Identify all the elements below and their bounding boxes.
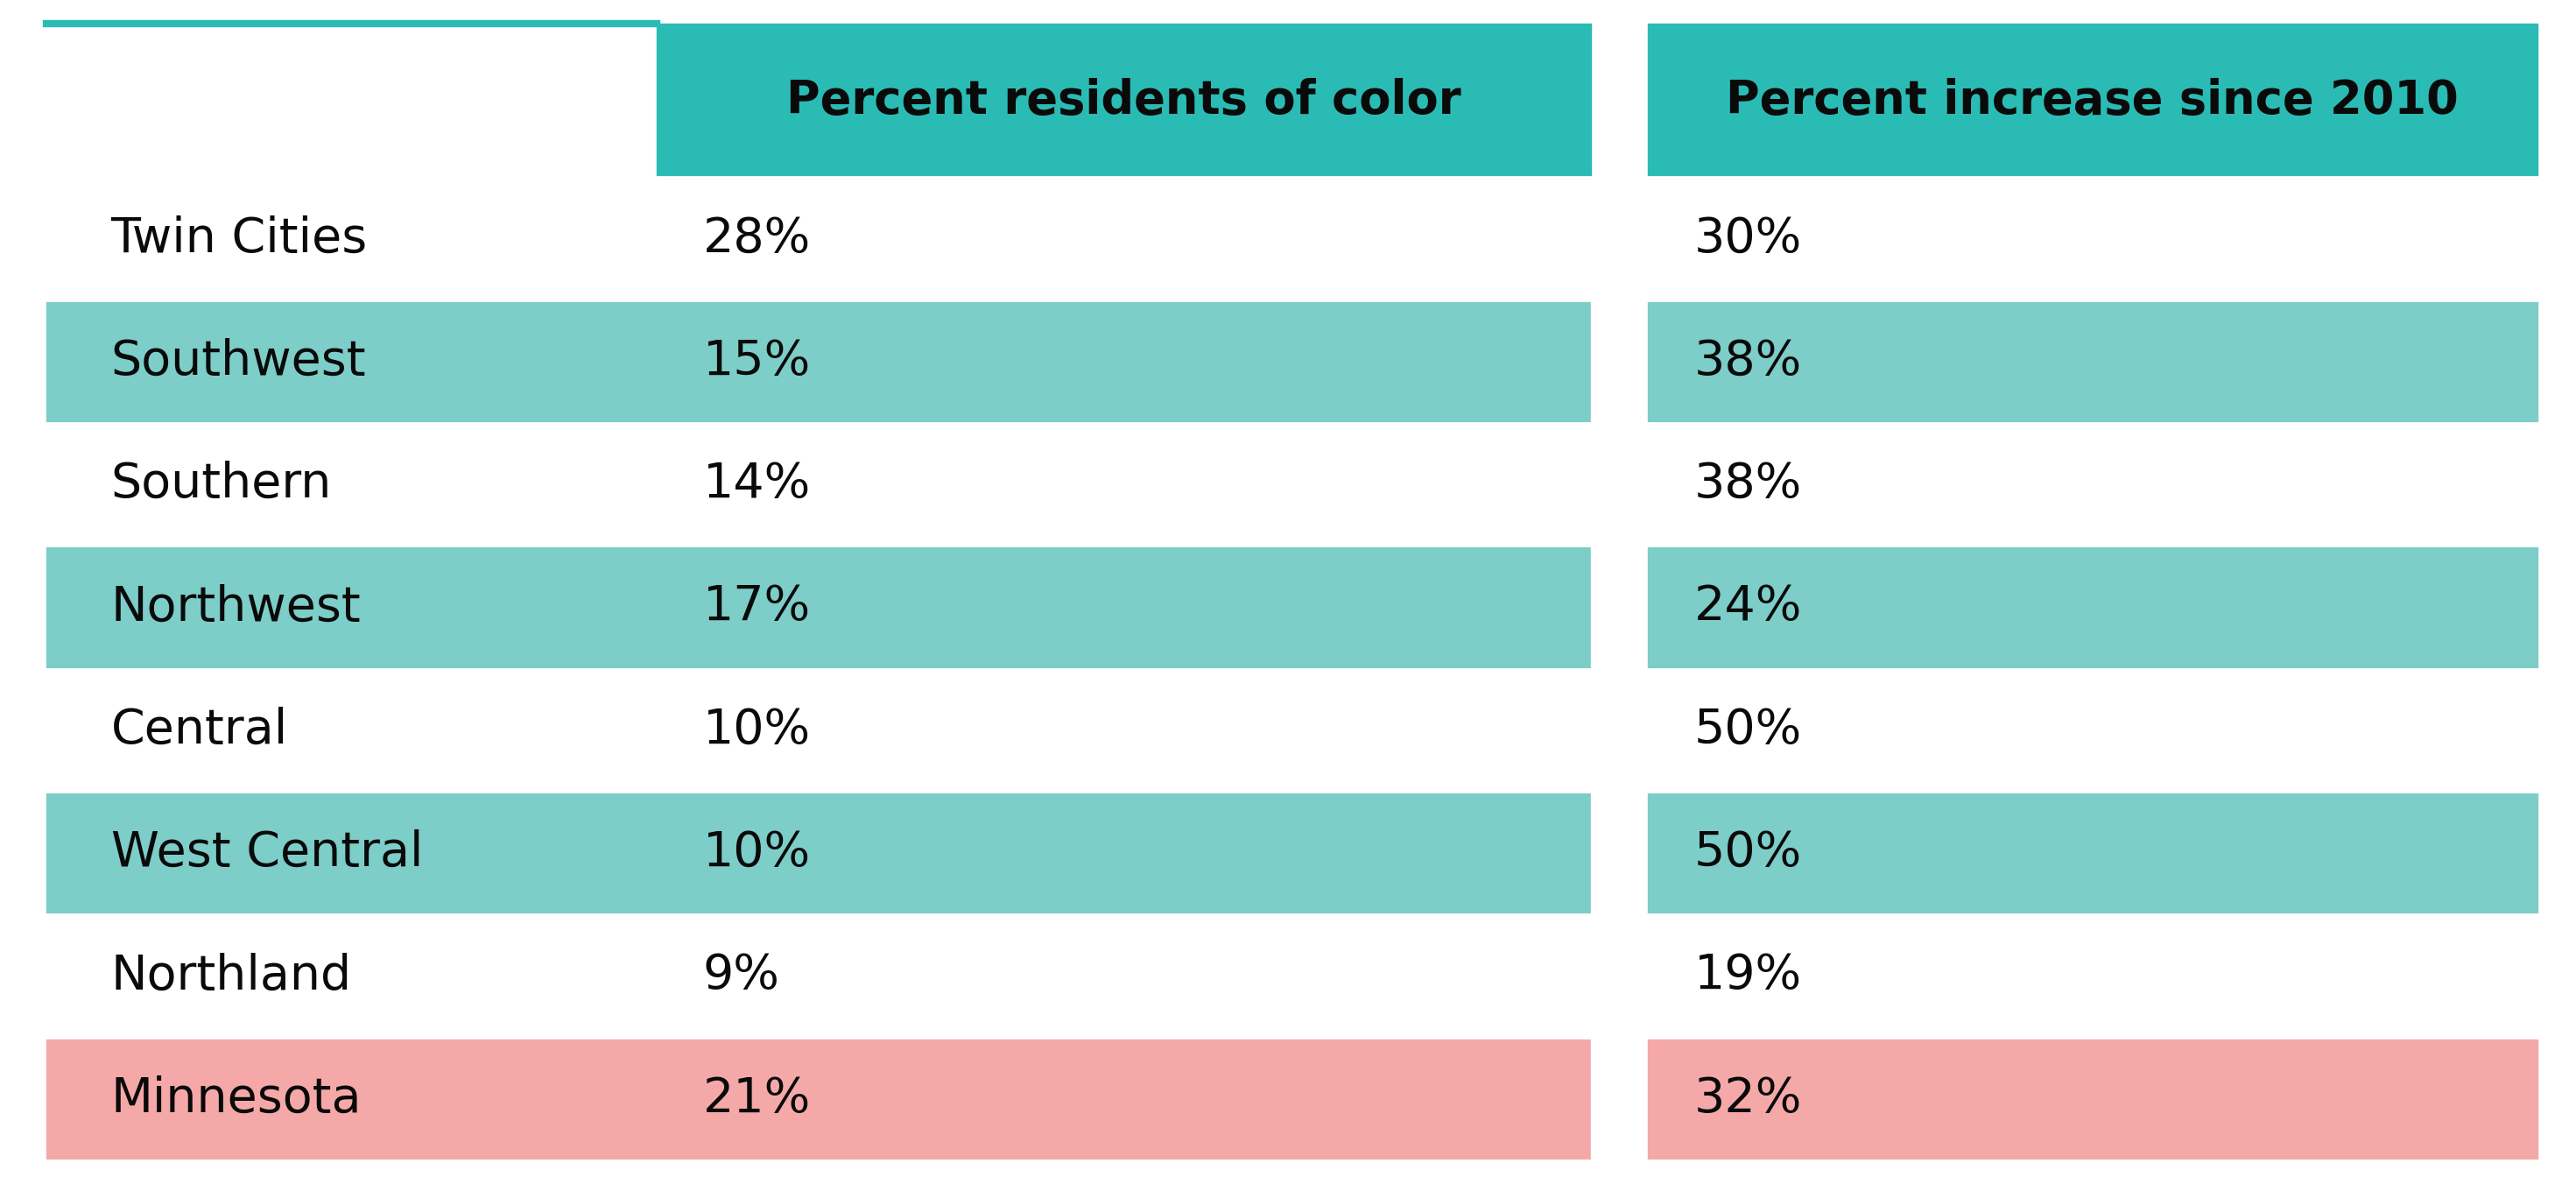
Bar [46,669,657,792]
Text: 24%: 24% [1695,584,1803,631]
Bar [1592,914,1649,1037]
Bar [46,546,657,669]
Text: 10%: 10% [703,830,811,876]
Text: 9%: 9% [703,952,781,999]
Bar [46,178,657,300]
Bar [1592,423,1649,546]
Bar [1592,669,1649,792]
Bar [46,914,657,1037]
Text: 38%: 38% [1695,461,1801,508]
Text: Percent increase since 2010: Percent increase since 2010 [1726,78,2458,123]
Text: 10%: 10% [703,707,811,754]
Text: 19%: 19% [1695,952,1801,999]
Bar [1649,1037,2537,1160]
Bar [657,24,1592,178]
Text: West Central: West Central [111,830,422,876]
Bar [657,1037,1592,1160]
Bar [657,300,1592,423]
Bar [657,914,1592,1037]
Text: Southern: Southern [111,461,332,508]
Text: Twin Cities: Twin Cities [111,215,368,262]
Bar [1649,792,2537,914]
Text: Northwest: Northwest [111,584,361,631]
Text: 28%: 28% [703,215,811,262]
Bar [1592,792,1649,914]
Bar [1649,423,2537,546]
Bar [46,423,657,546]
Bar [657,546,1592,669]
Bar [1649,546,2537,669]
Bar [46,792,657,914]
Text: 30%: 30% [1695,215,1801,262]
Text: 14%: 14% [703,461,811,508]
Text: 32%: 32% [1695,1075,1803,1122]
Text: 21%: 21% [703,1075,811,1122]
Text: 15%: 15% [703,337,811,385]
Bar [1649,914,2537,1037]
Bar [1592,546,1649,669]
Bar [46,1037,657,1160]
Text: 50%: 50% [1695,830,1801,876]
Text: 38%: 38% [1695,337,1801,385]
Bar [1649,669,2537,792]
Bar [657,423,1592,546]
Text: 50%: 50% [1695,707,1801,754]
Text: Minnesota: Minnesota [111,1075,361,1122]
Bar [1649,300,2537,423]
Text: Percent residents of color: Percent residents of color [786,78,1461,123]
Text: Central: Central [111,707,289,754]
Bar [46,300,657,423]
Bar [1592,1037,1649,1160]
Bar [657,669,1592,792]
Bar [1592,178,1649,300]
Text: Northland: Northland [111,952,353,999]
Bar [1649,24,2537,178]
Bar [1592,300,1649,423]
Bar [1649,178,2537,300]
Bar [657,792,1592,914]
Text: 17%: 17% [703,584,811,631]
Bar [657,178,1592,300]
Text: Southwest: Southwest [111,337,366,385]
